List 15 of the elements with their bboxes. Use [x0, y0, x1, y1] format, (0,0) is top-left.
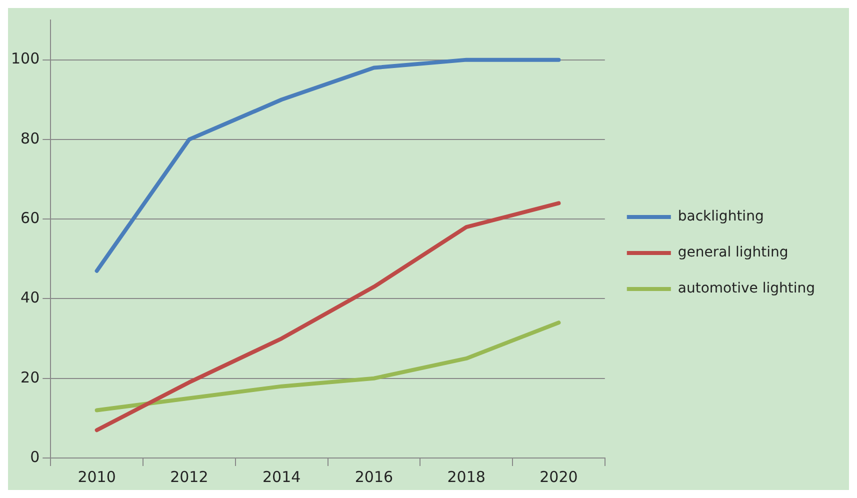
y-tick-label: 60: [20, 208, 40, 227]
y-tick-label: 80: [20, 129, 40, 148]
y-tick-label: 40: [20, 288, 40, 307]
legend-label: backlighting: [678, 208, 764, 225]
y-tick-label: 20: [20, 368, 40, 386]
x-tick-label: 2014: [262, 468, 301, 486]
x-tick-label: 2018: [447, 468, 486, 486]
y-tick-label: 0: [30, 448, 40, 466]
legend-label: automotive lighting: [678, 280, 816, 297]
x-tick-label: 2020: [540, 468, 578, 486]
x-tick-label: 2010: [78, 468, 116, 486]
x-tick-label: 2012: [170, 468, 208, 486]
legend-label: general lighting: [678, 244, 788, 261]
x-tick-label: 2016: [354, 468, 394, 486]
y-tick-label: 100: [10, 50, 40, 68]
